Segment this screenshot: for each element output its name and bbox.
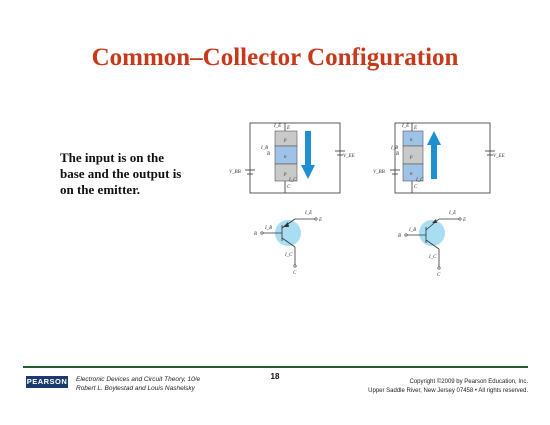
pnp-symbol-c: C — [293, 271, 297, 276]
npn-flow-arrow — [427, 131, 441, 179]
pnp-layer-2: n — [284, 155, 287, 160]
pnp-circuit — [249, 122, 341, 194]
npn-symbol-c: C — [437, 273, 441, 278]
pnp-batteries — [245, 150, 345, 175]
pnp-labels: E B C I_E I_B I_C V_BB V_EE — [229, 124, 355, 190]
pnp-layers: p n p — [274, 130, 298, 182]
page-number: 18 — [270, 372, 280, 381]
pnp-current-ib: I_B — [260, 146, 268, 151]
pnp-symbol-ib: I_B — [264, 226, 272, 231]
slide-title: Common–Collector Configuration — [91, 44, 459, 71]
npn-current-ic: I_C — [415, 178, 424, 183]
pnp-current-ie: I_E — [273, 124, 281, 129]
body-line-1: The input is on the — [60, 150, 165, 165]
book-title: Electronic Devices and Circuit Theory, 1… — [76, 376, 201, 383]
npn-source-vee: V_EE — [493, 154, 505, 159]
pearson-logo: PEARSON — [26, 376, 68, 388]
npn-labels: E B C I_E I_B I_C V_BB V_EE — [373, 124, 505, 190]
npn-layer-2: p — [409, 155, 413, 160]
npn-source-vbb: V_BB — [373, 170, 385, 175]
pnp-terminal-b: B — [267, 152, 270, 157]
pnp-terminal-c: C — [287, 185, 291, 190]
npn-symbol-ie: I_E — [448, 211, 456, 216]
pnp-symbol-b: B — [254, 232, 257, 237]
npn-symbol-e: E — [462, 218, 466, 223]
pnp-symbol: E B C I_E I_B I_C — [254, 211, 322, 276]
pnp-source-vee: V_EE — [343, 154, 355, 159]
npn-current-ib: I_B — [390, 146, 398, 151]
slide-body-text: The input is on the base and the output … — [60, 150, 220, 198]
pnp-terminal-e: E — [286, 126, 290, 131]
npn-symbol: E B C I_E I_B I_C — [398, 211, 466, 278]
npn-current-ie: I_E — [401, 124, 409, 129]
book-authors: Robert L. Boylestad and Louis Nashelsky — [76, 385, 195, 392]
pnp-layer-3: p — [283, 172, 287, 177]
npn-symbol-ic: I_C — [428, 255, 437, 260]
npn-batteries — [390, 150, 495, 175]
npn-layer-1: n — [410, 138, 413, 143]
footer-rule — [23, 366, 528, 368]
book-citation: Electronic Devices and Circuit Theory, 1… — [76, 375, 200, 393]
npn-layers: n p n — [402, 130, 424, 182]
pnp-symbol-ie: I_E — [304, 211, 312, 216]
body-line-2: base and the output is — [60, 166, 182, 181]
npn-terminal-c: C — [414, 185, 418, 190]
npn-layer-3: n — [410, 172, 413, 177]
npn-symbol-b: B — [398, 234, 401, 239]
copyright-line-2: Upper Saddle River, New Jersey 07458 • A… — [368, 387, 528, 394]
pnp-source-vbb: V_BB — [229, 170, 241, 175]
pnp-layer-1: p — [283, 138, 287, 143]
pnp-flow-arrow — [301, 131, 315, 179]
body-line-3: on the emitter. — [60, 182, 141, 197]
pnp-symbol-ic: I_C — [284, 253, 293, 258]
copyright-notice: Copyright ©2009 by Pearson Education, In… — [368, 378, 528, 395]
transistor-diagrams: p n p E B C I_E I_B I_C V_BB V_EE n p n … — [229, 122, 505, 278]
npn-circuit — [394, 122, 491, 194]
pnp-current-ic: I_C — [288, 178, 297, 183]
pnp-symbol-e: E — [318, 218, 322, 223]
copyright-line-1: Copyright ©2009 by Pearson Education, In… — [409, 379, 529, 385]
npn-symbol-ib: I_B — [408, 228, 416, 233]
npn-terminal-e: E — [413, 126, 417, 131]
npn-terminal-b: B — [396, 152, 399, 157]
